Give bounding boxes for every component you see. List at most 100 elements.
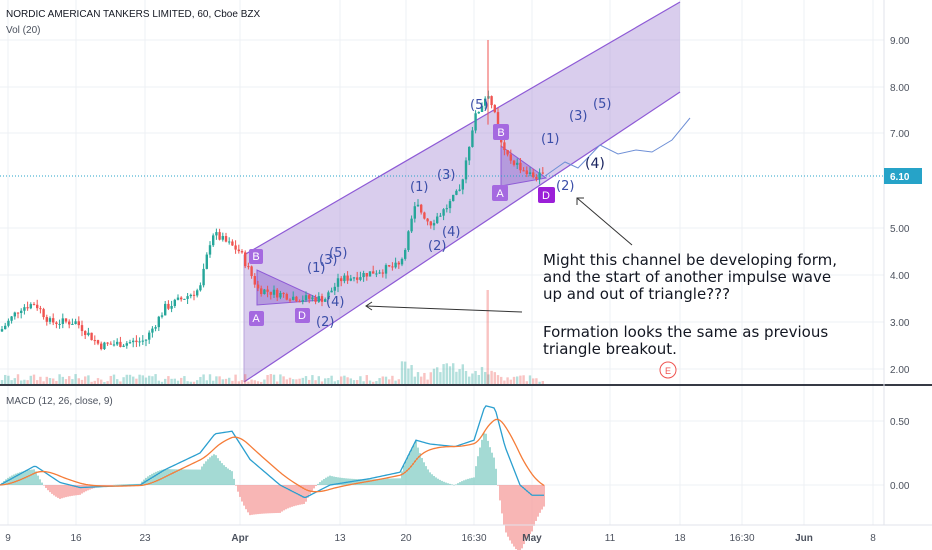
wave-label: (4): [442, 225, 460, 240]
macd-histogram-bar: [429, 472, 431, 485]
macd-label: MACD (12, 26, close, 9): [6, 396, 113, 407]
volume-bar: [362, 381, 365, 384]
macd-histogram-bar: [405, 459, 407, 485]
macd-histogram-bar: [505, 485, 507, 533]
arrow-to-right-triangle: [576, 197, 633, 246]
candle-body: [244, 252, 247, 267]
macd-tick: 0.00: [890, 481, 910, 492]
candle-body: [106, 342, 109, 344]
volume-bar: [0, 380, 4, 384]
label-D-right: D: [542, 190, 550, 202]
volume-bar: [173, 378, 176, 384]
macd-histogram-bar: [7, 477, 9, 485]
candle-body: [272, 289, 276, 295]
candle-body: [205, 254, 208, 269]
volume-bar: [250, 379, 253, 384]
macd-histogram-bar: [379, 478, 381, 485]
volume-bar: [333, 381, 336, 384]
macd-histogram-bar: [237, 485, 239, 492]
volume-bar: [256, 381, 260, 384]
candle-body: [64, 318, 68, 322]
candle-body: [404, 249, 407, 259]
label-box-D-right: [538, 187, 555, 203]
macd-histogram-bar: [47, 485, 49, 491]
candle-body: [522, 170, 525, 172]
candle-body: [7, 320, 10, 326]
candle-body: [426, 218, 429, 222]
wave-label: (1): [410, 180, 428, 195]
volume-bar: [365, 375, 368, 384]
volume-bar: [244, 374, 247, 384]
macd-histogram-bar: [479, 447, 481, 485]
candle-body: [247, 266, 250, 268]
macd-histogram-bar: [67, 485, 69, 497]
macd-histogram-bar: [461, 481, 463, 485]
candle-body: [416, 204, 420, 207]
candle-body: [407, 231, 410, 250]
macd-histogram-bar: [57, 485, 59, 498]
macd-histogram-bar: [185, 469, 187, 485]
macd-histogram-bar: [217, 458, 219, 485]
macd-histogram-bar: [173, 469, 175, 485]
volume-bar: [23, 379, 26, 384]
macd-histogram-bar: [539, 485, 541, 513]
macd-histogram-bar: [337, 477, 339, 485]
candlesticks: [0, 40, 544, 351]
volume-bar: [269, 374, 272, 384]
candle-body: [461, 179, 464, 190]
volume-bar: [314, 380, 317, 384]
candle-body: [477, 111, 480, 114]
macd-histogram-bar: [417, 447, 419, 485]
candle-body: [42, 309, 45, 318]
volume-bar: [58, 374, 61, 384]
candle-body: [183, 298, 186, 300]
macd-histogram-bar: [493, 457, 495, 485]
earnings-event-marker: [659, 361, 677, 379]
macd-histogram-bar: [31, 469, 33, 485]
volume-bar: [128, 374, 132, 384]
volume-bar: [202, 374, 205, 384]
volume-bar: [512, 376, 516, 384]
label-box-D-left: [295, 308, 310, 323]
wave-label: (2): [316, 315, 334, 330]
candle-body: [151, 328, 154, 333]
macd-histogram-bar: [317, 483, 319, 485]
macd-histogram-bar: [259, 485, 261, 514]
macd-histogram-bar: [193, 469, 195, 485]
volume-bar: [208, 374, 212, 384]
chart-title: NORDIC AMERICAN TANKERS LIMITED, 60, Cbo…: [6, 9, 261, 20]
volume-bar: [141, 375, 144, 384]
volume-bar: [132, 376, 135, 384]
candle-body: [112, 344, 116, 346]
volume-bar: [346, 377, 349, 384]
volume-bar: [68, 376, 71, 384]
macd-histogram-bar: [105, 485, 107, 486]
macd-histogram-bar: [11, 475, 13, 485]
macd-histogram-bar: [433, 475, 435, 485]
volume-bar: [74, 374, 77, 384]
macd-histogram-bar: [441, 480, 443, 485]
candle-body: [359, 277, 362, 280]
candle-body: [215, 232, 218, 236]
candle-body: [100, 343, 103, 350]
candle-body: [202, 268, 205, 286]
volume-bar: [327, 378, 330, 384]
macd-histogram-bar: [447, 483, 449, 485]
volume-bar: [247, 381, 250, 384]
volume-bar: [308, 379, 311, 384]
macd-histogram-bar: [199, 469, 201, 485]
volume-bar: [394, 380, 397, 384]
candle-body: [493, 105, 496, 113]
macd-histogram-bar: [117, 484, 119, 486]
candle-body: [45, 317, 48, 322]
candle-body: [186, 296, 189, 299]
grid: [0, 0, 884, 525]
volume-bar: [343, 375, 346, 384]
candle-body: [384, 265, 388, 274]
macd-histogram-bar: [9, 476, 11, 485]
macd-histogram-bar: [537, 485, 539, 517]
candle-body: [260, 288, 263, 295]
volume-bar: [157, 380, 160, 384]
volume-bar: [458, 369, 461, 384]
